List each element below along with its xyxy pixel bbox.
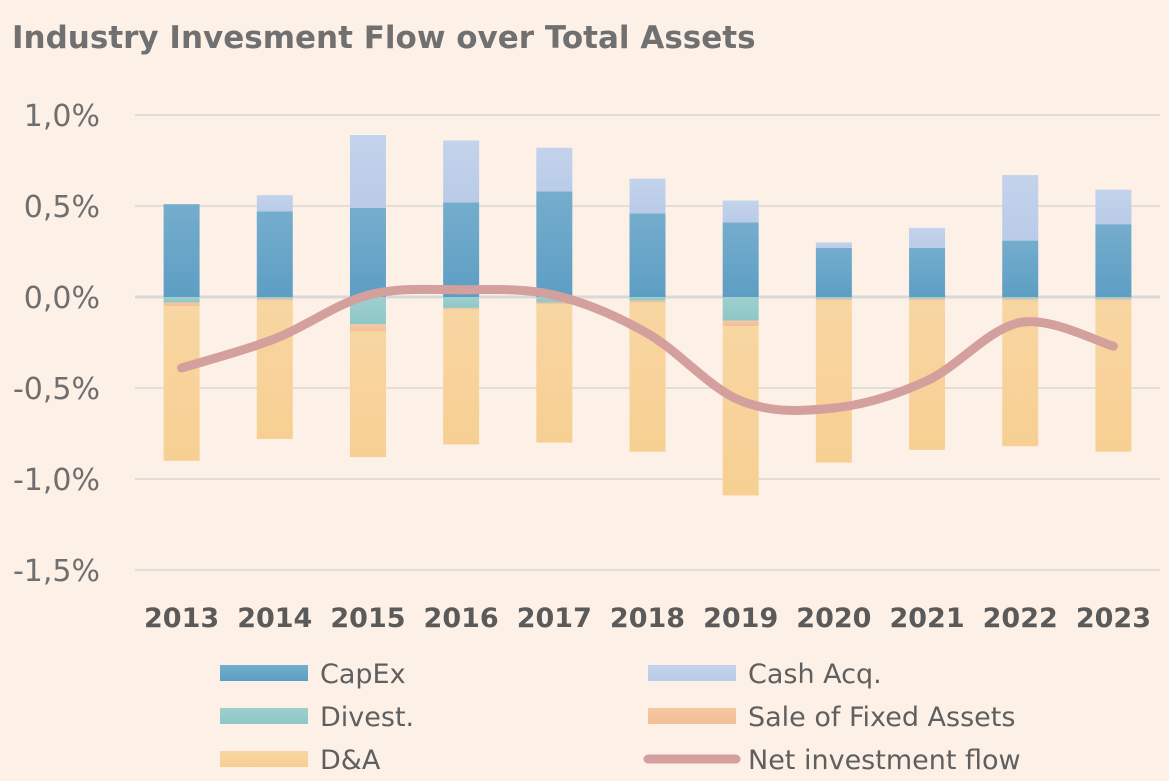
x-tick-label-2018: 2018 xyxy=(610,603,685,634)
bar-sale-of-fixed-assets-2015 xyxy=(349,324,386,332)
x-tick-label-2021: 2021 xyxy=(889,603,964,634)
legend-item-danda: D&A xyxy=(220,745,381,776)
bar-capex-2018 xyxy=(629,213,666,297)
x-tick-label-2022: 2022 xyxy=(983,603,1058,634)
bar-divest-2016 xyxy=(443,297,480,308)
bar-cash-acq-2016 xyxy=(443,140,480,203)
bar-sale-of-fixed-assets-2023 xyxy=(1095,298,1132,301)
bar-sale-of-fixed-assets-2020 xyxy=(815,298,852,301)
bar-cash-acq-2019 xyxy=(722,200,759,223)
bar-danda-2020 xyxy=(815,300,852,463)
legend-label: Cash Acq. xyxy=(748,659,882,690)
net-investment-flow-line xyxy=(177,284,1118,415)
bar-cash-acq-2015 xyxy=(349,135,386,208)
legend-swatch xyxy=(648,665,736,681)
y-axis-tick-labels: 1,0% 0,5% 0,0% -0,5% -1,0% -1,5% xyxy=(13,99,100,589)
bars xyxy=(163,135,1132,496)
bar-sale-of-fixed-assets-2013 xyxy=(163,302,200,307)
y-tick-label: -1,5% xyxy=(13,554,100,589)
legend-swatch xyxy=(648,708,736,724)
y-tick-label: 0,5% xyxy=(24,190,100,225)
y-tick-label: -1,0% xyxy=(13,463,100,498)
net-investment-flow-path xyxy=(177,284,1118,415)
legend-label: CapEx xyxy=(320,659,406,690)
x-tick-label-2017: 2017 xyxy=(517,603,592,634)
bar-danda-2015 xyxy=(349,331,386,458)
bar-danda-2016 xyxy=(443,309,480,445)
bar-sale-of-fixed-assets-2019 xyxy=(722,320,759,327)
x-tick-label-2014: 2014 xyxy=(237,603,312,634)
bar-capex-2014 xyxy=(256,211,293,297)
bar-capex-2019 xyxy=(722,222,759,297)
bar-capex-2022 xyxy=(1002,240,1039,297)
legend-swatch xyxy=(220,665,308,681)
bar-cash-acq-2018 xyxy=(629,178,666,214)
bar-cash-acq-2021 xyxy=(909,227,946,248)
legend-item-cash-acq: Cash Acq. xyxy=(648,659,882,690)
legend-label: Net investment flow xyxy=(748,745,1021,776)
bar-divest-2014 xyxy=(256,297,293,299)
y-tick-label: -0,5% xyxy=(13,372,100,407)
x-tick-label-2019: 2019 xyxy=(703,603,778,634)
bar-capex-2015 xyxy=(349,207,386,297)
bar-cash-acq-2020 xyxy=(815,242,852,248)
bar-capex-2023 xyxy=(1095,224,1132,297)
bar-sale-of-fixed-assets-2018 xyxy=(629,300,666,303)
bar-divest-2013 xyxy=(163,297,200,303)
bar-divest-2022 xyxy=(1002,297,1039,299)
bar-sale-of-fixed-assets-2016 xyxy=(443,307,480,310)
x-tick-label-2013: 2013 xyxy=(144,603,219,634)
legend-swatch xyxy=(220,751,308,767)
legend-item-divest: Divest. xyxy=(220,702,414,733)
bar-divest-2018 xyxy=(629,297,666,301)
legend-swatch xyxy=(220,708,308,724)
bar-capex-2021 xyxy=(909,247,946,297)
legend-item-capex: CapEx xyxy=(220,659,406,690)
bar-divest-2023 xyxy=(1095,297,1132,299)
bar-divest-2020 xyxy=(815,297,852,299)
bar-divest-2021 xyxy=(909,297,946,299)
bar-danda-2017 xyxy=(536,304,573,443)
bar-divest-2019 xyxy=(722,297,759,321)
legend-item-sale-of-fixed-assets: Sale of Fixed Assets xyxy=(648,702,1015,733)
bar-cash-acq-2023 xyxy=(1095,189,1132,225)
bar-sale-of-fixed-assets-2014 xyxy=(256,298,293,301)
bar-danda-2019 xyxy=(722,326,759,496)
x-tick-label-2020: 2020 xyxy=(796,603,871,634)
bar-cash-acq-2017 xyxy=(536,147,573,192)
x-axis-tick-labels: 2013 2014 2015 2016 2017 2018 2019 2020 2021 2022… xyxy=(144,603,1151,634)
bar-sale-of-fixed-assets-2017 xyxy=(536,302,573,305)
bar-sale-of-fixed-assets-2022 xyxy=(1002,298,1039,301)
y-tick-label: 0,0% xyxy=(24,281,100,316)
legend-label: D&A xyxy=(320,745,381,776)
y-tick-label: 1,0% xyxy=(24,99,100,134)
legend-label: Sale of Fixed Assets xyxy=(748,702,1015,733)
x-tick-label-2023: 2023 xyxy=(1076,603,1151,634)
bar-cash-acq-2014 xyxy=(256,195,293,212)
bar-danda-2014 xyxy=(256,300,293,439)
legend: CapEx Cash Acq. Divest. Sale of Fixed Asset… xyxy=(220,659,1021,776)
bar-capex-2016 xyxy=(443,202,480,297)
bar-sale-of-fixed-assets-2021 xyxy=(909,298,946,301)
bar-cash-acq-2022 xyxy=(1002,175,1039,241)
chart-title: Industry Invesment Flow over Total Asset… xyxy=(12,20,756,56)
legend-item-net-investment-flow: Net investment flow xyxy=(643,745,1021,776)
bar-danda-2023 xyxy=(1095,300,1132,452)
x-tick-label-2016: 2016 xyxy=(424,603,499,634)
x-tick-label-2015: 2015 xyxy=(330,603,405,634)
bar-danda-2013 xyxy=(163,306,200,461)
bar-capex-2020 xyxy=(815,247,852,297)
bar-capex-2013 xyxy=(163,204,200,297)
bar-capex-2017 xyxy=(536,191,573,297)
legend-label: Divest. xyxy=(320,702,414,733)
